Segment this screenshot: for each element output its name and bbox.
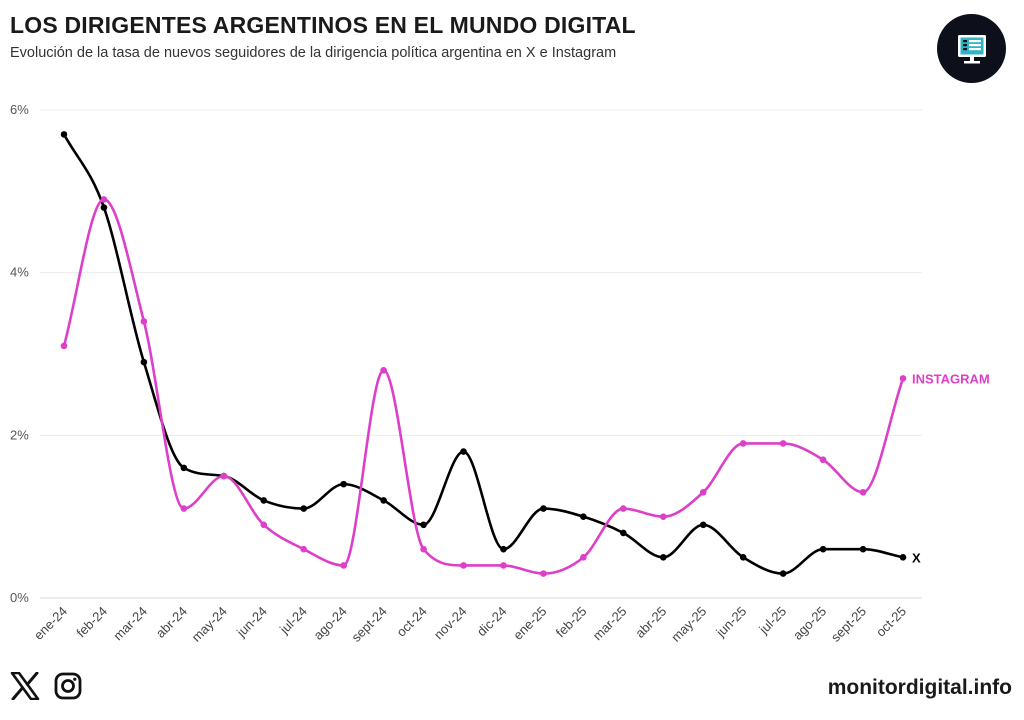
- x-tick-label: ene-25: [510, 604, 549, 643]
- instagram-logo-icon: [54, 672, 82, 700]
- data-point-instagram: [500, 562, 507, 569]
- x-tick-label: ago-25: [790, 604, 829, 643]
- data-point-x: [580, 513, 587, 520]
- data-point-instagram: [260, 521, 268, 529]
- x-logo-icon: [10, 672, 40, 700]
- data-point-instagram: [180, 505, 188, 512]
- data-point-instagram: [300, 545, 308, 553]
- data-point-instagram: [420, 545, 427, 553]
- x-tick-label: oct-24: [394, 604, 430, 640]
- x-tick-label: jun-24: [233, 604, 270, 641]
- data-point-x: [380, 497, 387, 504]
- data-point-instagram: [739, 440, 747, 447]
- chart-title: LOS DIRIGENTES ARGENTINOS EN EL MUNDO DI…: [10, 12, 636, 38]
- data-point-instagram: [859, 488, 867, 496]
- data-point-x: [620, 529, 627, 537]
- data-point-instagram: [620, 505, 627, 512]
- data-point-x: [819, 545, 827, 553]
- x-tick-label: may-25: [668, 604, 709, 645]
- data-point-x: [659, 554, 667, 561]
- data-point-x: [779, 570, 787, 577]
- data-point-x: [300, 505, 308, 512]
- x-tick-label: abr-24: [153, 604, 190, 641]
- data-point-instagram: [460, 562, 467, 569]
- data-point-x: [540, 505, 547, 512]
- monitor-logo-badge: [937, 14, 1006, 83]
- y-tick-label: 6%: [10, 102, 29, 117]
- y-tick-label: 4%: [10, 265, 29, 280]
- chart-subtitle: Evolución de la tasa de nuevos seguidore…: [10, 45, 617, 61]
- series-label-x: X: [912, 550, 921, 565]
- x-tick-label: mar-24: [110, 604, 150, 644]
- data-point-instagram: [699, 488, 707, 496]
- site-url[interactable]: monitordigital.info: [827, 676, 1012, 699]
- data-point-x: [140, 358, 148, 366]
- x-tick-label: dic-24: [474, 604, 510, 640]
- social-icons: [10, 672, 82, 700]
- data-point-x: [180, 464, 188, 472]
- x-tick-label: jun-25: [712, 604, 749, 641]
- data-point-x: [460, 448, 467, 455]
- x-tick-label: feb-25: [553, 604, 590, 641]
- data-point-instagram: [340, 562, 347, 569]
- data-point-instagram: [819, 456, 827, 464]
- x-tick-label: feb-24: [73, 604, 110, 641]
- data-point-instagram: [779, 440, 787, 447]
- data-point-x: [60, 131, 68, 138]
- monitor-icon: [957, 34, 986, 63]
- x-tick-label: ene-24: [31, 604, 70, 643]
- data-point-x: [699, 521, 707, 529]
- x-tick-label: mar-25: [590, 604, 630, 644]
- data-point-instagram: [540, 570, 547, 577]
- x-tick-label: may-24: [189, 604, 230, 645]
- data-point-x: [500, 545, 507, 553]
- data-point-x: [260, 497, 268, 504]
- data-point-instagram: [100, 196, 108, 203]
- data-point-x: [899, 554, 907, 561]
- data-point-instagram: [380, 366, 387, 374]
- data-point-instagram: [899, 375, 907, 382]
- x-tick-label: abr-25: [632, 604, 669, 641]
- y-tick-label: 0%: [10, 590, 29, 605]
- data-point-x: [340, 480, 347, 488]
- x-tick-label: oct-25: [873, 604, 909, 640]
- data-point-x: [859, 545, 867, 553]
- data-point-instagram: [60, 342, 68, 350]
- data-point-x: [100, 204, 108, 211]
- series-label-instagram: INSTAGRAM: [912, 371, 990, 386]
- x-tick-label: jul-24: [276, 604, 310, 638]
- x-tick-label: jul-25: [755, 604, 789, 638]
- series-line-instagram: [62, 198, 905, 575]
- x-tick-label: nov-24: [431, 604, 470, 643]
- x-tick-label: sept-25: [828, 604, 869, 645]
- data-point-x: [420, 521, 427, 529]
- x-tick-label: ago-24: [311, 604, 350, 643]
- data-point-instagram: [580, 554, 587, 561]
- data-point-instagram: [220, 472, 228, 480]
- data-point-x: [739, 554, 747, 561]
- x-tick-label: sept-24: [348, 604, 389, 645]
- data-point-instagram: [140, 318, 148, 325]
- y-tick-label: 2%: [10, 427, 29, 442]
- data-point-instagram: [659, 513, 667, 520]
